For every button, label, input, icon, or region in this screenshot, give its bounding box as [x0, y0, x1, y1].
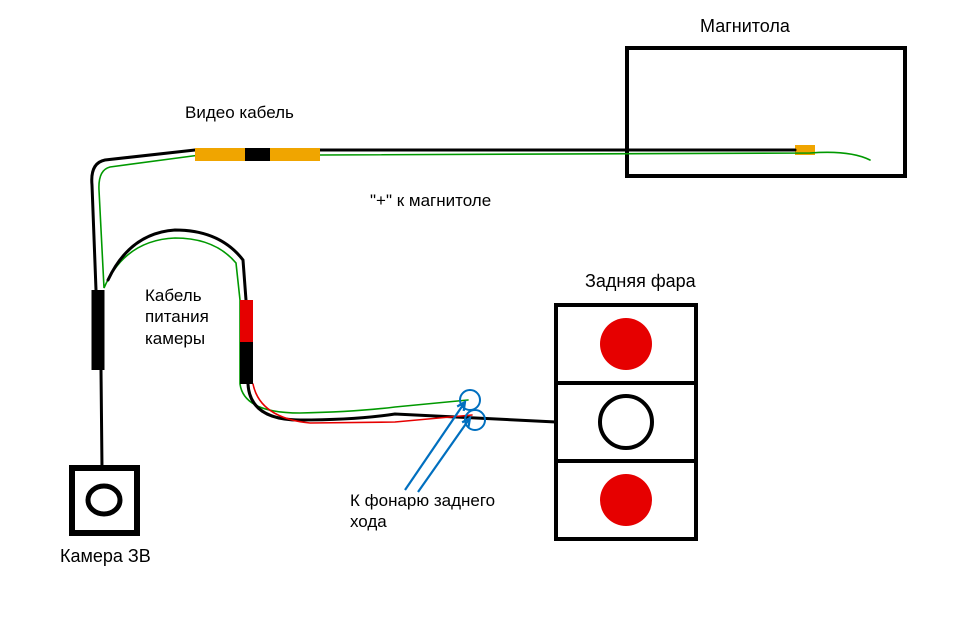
label-camera: Камера ЗВ — [60, 545, 151, 568]
arrow-splice-2 — [418, 418, 470, 492]
label-to_reverse: К фонарю заднего хода — [350, 490, 495, 533]
video-connector-seg — [270, 148, 320, 161]
rear-light-bulb — [600, 474, 652, 526]
power-connector-seg — [240, 300, 253, 342]
rear-light-bulb — [600, 318, 652, 370]
camera-lens — [88, 486, 120, 514]
video-connector-seg — [245, 148, 270, 161]
label-plus_radio: "+" к магнитоле — [370, 190, 491, 211]
label-power_cable: Кабель питания камеры — [145, 285, 209, 349]
label-rear_light: Задняя фара — [585, 270, 696, 293]
label-video_cable: Видео кабель — [185, 102, 294, 123]
power-connector-seg — [240, 342, 253, 384]
label-radio: Магнитола — [700, 15, 790, 38]
camera-box — [72, 468, 137, 533]
video-connector-seg — [195, 148, 245, 161]
rear-light-bulb — [600, 396, 652, 448]
